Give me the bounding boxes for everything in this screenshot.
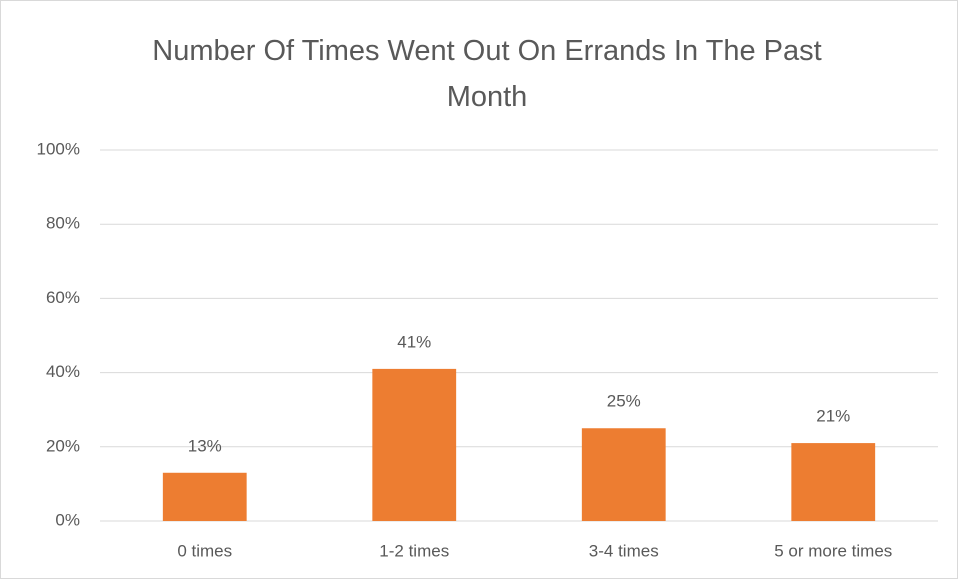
y-tick-label: 100%: [37, 139, 80, 158]
chart-title: Number Of Times Went Out On Errands In T…: [152, 35, 822, 113]
bar: [581, 428, 666, 521]
data-label: 41%: [397, 332, 431, 351]
y-tick-label: 0%: [55, 510, 80, 529]
data-label: 25%: [607, 392, 641, 411]
bar: [162, 472, 247, 521]
y-tick-label: 60%: [46, 288, 80, 307]
data-label: 21%: [816, 407, 850, 426]
data-label: 13%: [188, 436, 222, 455]
bar: [791, 443, 876, 521]
x-tick-label: 5 or more times: [774, 541, 892, 560]
x-tick-label: 0 times: [177, 541, 232, 560]
x-tick-label: 1-2 times: [379, 541, 449, 560]
y-tick-label: 20%: [46, 436, 80, 455]
bar: [372, 368, 457, 521]
y-tick-label: 40%: [46, 362, 80, 381]
y-tick-label: 80%: [46, 214, 80, 233]
x-tick-label: 3-4 times: [589, 541, 659, 560]
